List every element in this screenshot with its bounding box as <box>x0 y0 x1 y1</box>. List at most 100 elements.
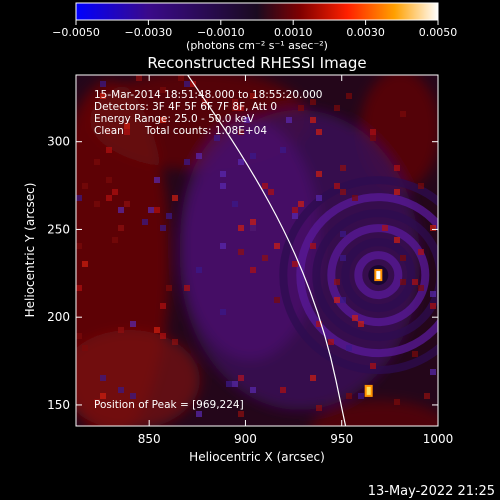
heatmap-image <box>76 75 438 426</box>
noise-pixel <box>160 225 166 231</box>
bright-source-core <box>366 386 371 395</box>
bright-sources <box>364 269 383 397</box>
noise-pixel <box>316 321 322 327</box>
noise-pixel <box>334 297 340 303</box>
method-annotation: Clean <box>94 125 124 137</box>
noise-pixel <box>190 81 196 87</box>
noise-pixel <box>220 309 226 315</box>
noise-pixel <box>94 399 100 405</box>
noise-pixel <box>184 159 190 165</box>
noise-pixel <box>334 279 340 285</box>
noise-pixel <box>226 381 232 387</box>
noise-pixel <box>94 159 100 165</box>
noise-pixel <box>238 375 244 381</box>
noise-pixel <box>274 297 280 303</box>
noise-pixel <box>154 177 160 183</box>
noise-pixel <box>352 195 358 201</box>
noise-pixel <box>250 225 256 231</box>
noise-pixel <box>412 279 418 285</box>
noise-pixel <box>184 285 190 291</box>
time-range-annotation: 15-Mar-2014 18:51:48.000 to 18:55:20.000 <box>94 89 322 101</box>
noise-pixel <box>232 201 238 207</box>
noise-pixel <box>292 261 298 267</box>
noise-pixel <box>238 249 244 255</box>
noise-pixel <box>430 291 436 297</box>
noise-pixel <box>346 93 352 99</box>
bright-source-core <box>376 271 381 280</box>
noise-pixel <box>154 327 160 333</box>
y-tick-label: 150 <box>47 398 70 412</box>
noise-pixel <box>172 339 178 345</box>
noise-pixel <box>400 279 406 285</box>
noise-pixel <box>340 255 346 261</box>
chart-title: Reconstructed RHESSI Image <box>147 54 366 72</box>
noise-pixel <box>262 255 268 261</box>
noise-pixel <box>394 189 400 195</box>
y-tick-label: 200 <box>47 310 70 324</box>
noise-pixel <box>250 387 256 393</box>
noise-pixel <box>286 117 292 123</box>
noise-pixel <box>292 213 298 219</box>
source-ring <box>327 224 430 327</box>
footer-timestamp: 13-May-2022 21:25 <box>368 484 495 499</box>
noise-pixel <box>94 201 100 207</box>
noise-pixel <box>148 207 154 213</box>
source-ring <box>312 209 438 342</box>
noise-pixel <box>430 369 436 375</box>
noise-pixel <box>238 225 244 231</box>
colorbar <box>75 2 439 21</box>
source-ring <box>296 193 438 358</box>
noise-pixel <box>394 399 400 405</box>
noise-pixel <box>346 393 352 399</box>
noise-pixel <box>100 375 106 381</box>
noise-pixel <box>316 171 322 177</box>
noise-pixel <box>310 375 316 381</box>
noise-pixel <box>160 333 166 339</box>
noise-pixel <box>280 387 286 393</box>
noise-pixel <box>160 117 166 123</box>
noise-pixel <box>214 135 220 141</box>
source-ring <box>354 251 403 300</box>
noise-pixel <box>154 207 160 213</box>
noise-pixel <box>370 129 376 135</box>
noise-pixel <box>334 105 340 111</box>
noise-pixel <box>418 249 424 255</box>
noise-pixel <box>220 243 226 249</box>
noise-pixel <box>118 225 124 231</box>
noise-pixel <box>340 165 346 171</box>
noise-pixel <box>196 267 202 273</box>
noise-pixel <box>274 243 280 249</box>
noise-pixel <box>238 411 244 417</box>
noise-pixel <box>370 363 376 369</box>
noise-pixel <box>100 93 106 99</box>
noise-pixel <box>400 111 406 117</box>
noise-pixel <box>196 411 202 417</box>
noise-pixel <box>124 123 130 129</box>
noise-pixel <box>412 351 418 357</box>
noise-pixel <box>394 237 400 243</box>
plot-frame <box>75 74 439 427</box>
noise-pixel <box>232 381 238 387</box>
noise-pixel <box>238 129 244 135</box>
noise-pixel <box>250 219 256 225</box>
y-axis: 150 200 250 300 <box>47 135 438 412</box>
noise-pixel <box>298 105 304 111</box>
noise-pixel <box>196 153 202 159</box>
source-rings <box>279 176 438 375</box>
colorbar-tick-label: −0.0030 <box>125 26 173 39</box>
noise-pixel <box>172 195 178 201</box>
noise-pixel <box>238 159 244 165</box>
solar-limb-line <box>187 75 347 426</box>
noise-pixel <box>118 327 124 333</box>
colorbar-ticks: −0.0050 −0.0030 −0.0010 0.0010 0.0030 0.0050 <box>52 20 457 39</box>
peak-annotation: Position of Peak = [969,224] <box>94 399 244 411</box>
energy-annotation: Energy Range: 25.0 - 50.0 keV <box>94 113 255 125</box>
noise-pixel <box>424 393 430 399</box>
noise-pixel <box>316 195 322 201</box>
noise-pixel <box>130 321 136 327</box>
colorbar-tick-label: −0.0010 <box>197 26 245 39</box>
noise-pixel <box>118 387 124 393</box>
noise-pixel <box>106 195 112 201</box>
noise-pixel <box>82 345 88 351</box>
